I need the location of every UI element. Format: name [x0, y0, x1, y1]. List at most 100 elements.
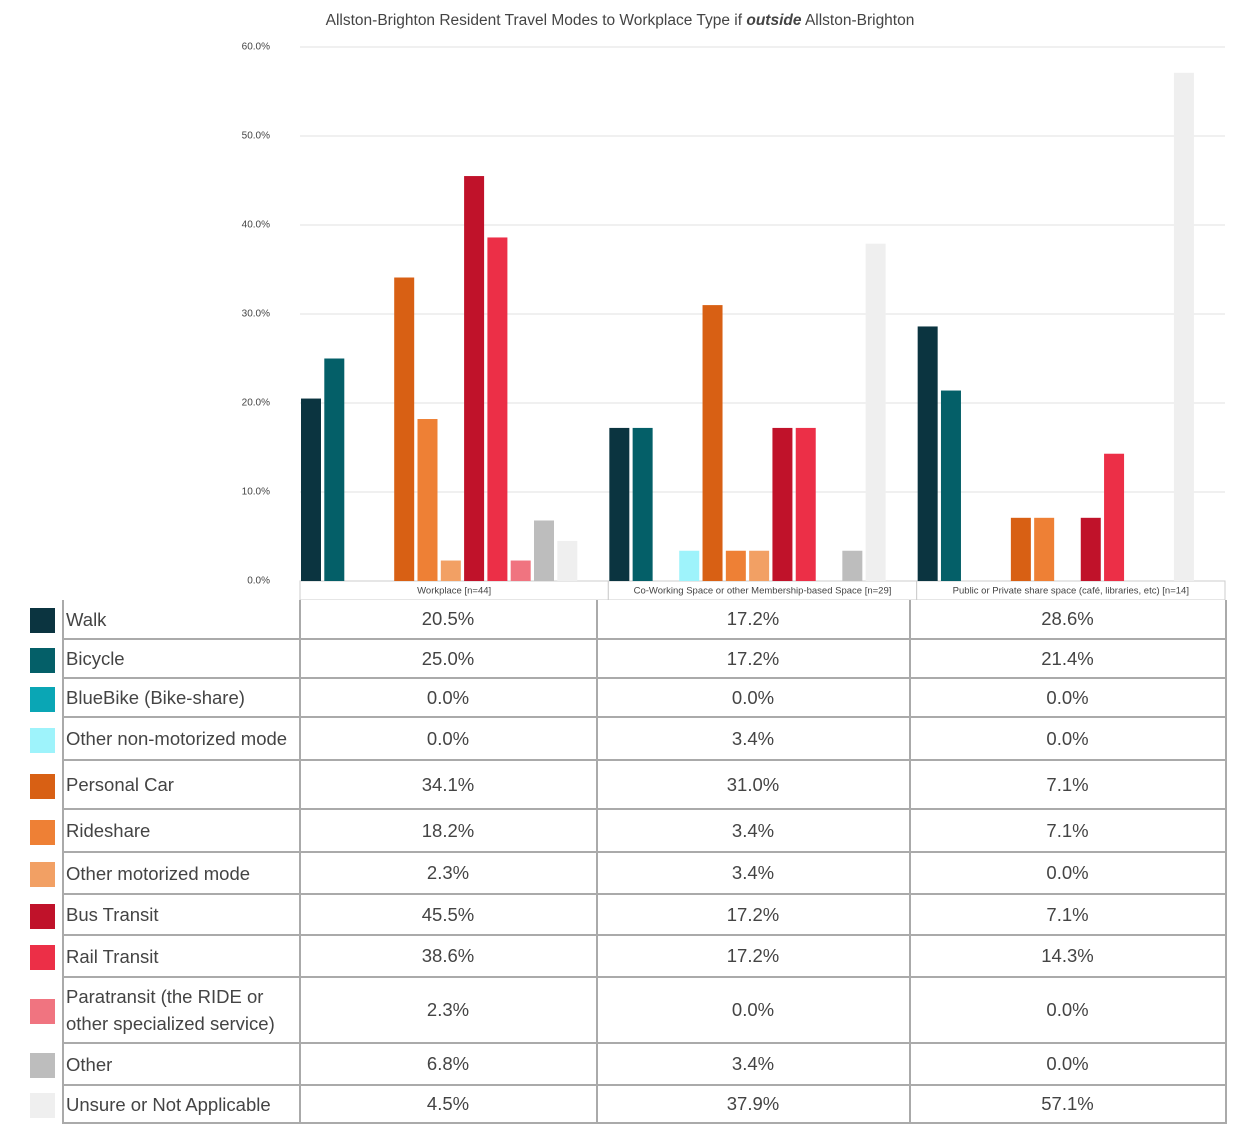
legend-label: Rail Transit: [62, 936, 301, 978]
bar: [557, 540, 578, 581]
value-label: 3.4%: [597, 1044, 911, 1086]
value-label: 0.0%: [910, 679, 1227, 718]
value-label: 0.0%: [910, 1044, 1227, 1086]
value-label: 17.2%: [597, 895, 911, 936]
y-tick-label: 0.0%: [247, 576, 270, 587]
bar: [1173, 72, 1194, 581]
bar: [301, 398, 321, 581]
title-part: Allston-Brighton Resident Travel Modes t…: [326, 12, 743, 29]
title-part: Allston-Brighton: [805, 12, 914, 29]
y-tick-label: 20.0%: [242, 398, 270, 409]
value-label: 7.1%: [910, 895, 1227, 936]
bar: [487, 237, 508, 581]
y-tick-label: 10.0%: [242, 487, 270, 498]
legend-label: Unsure or Not Applicable: [62, 1086, 301, 1124]
chart-title: Allston-Brighton Resident Travel Modes t…: [326, 12, 915, 29]
bar: [725, 550, 746, 581]
bar: [464, 176, 485, 582]
bar: [795, 427, 816, 581]
value-label: 0.0%: [300, 718, 598, 761]
value-label: 0.0%: [300, 679, 598, 718]
value-label: 7.1%: [910, 761, 1227, 810]
value-label: 0.0%: [910, 718, 1227, 761]
bar: [609, 427, 630, 581]
value-label: 17.2%: [597, 600, 911, 640]
bar: [749, 550, 770, 581]
bar: [1010, 517, 1031, 581]
legend-swatch: [30, 945, 55, 970]
legend-swatch: [30, 647, 55, 673]
legend-swatch: [30, 608, 55, 633]
legend-swatch: [30, 819, 55, 845]
value-label: 34.1%: [300, 761, 598, 810]
value-label: 20.5%: [300, 600, 598, 640]
bar: [917, 326, 938, 581]
value-label: 38.6%: [300, 936, 598, 978]
bar: [1080, 517, 1101, 581]
legend-swatch: [30, 1093, 55, 1118]
bar: [534, 520, 554, 581]
bar: [632, 427, 653, 581]
value-label: 21.4%: [910, 640, 1227, 679]
bar: [510, 560, 531, 581]
legend-label: Other motorized mode: [62, 853, 301, 895]
bar: [394, 277, 415, 581]
y-tick-label: 50.0%: [242, 131, 270, 142]
value-label: 3.4%: [597, 718, 911, 761]
value-label: 17.2%: [597, 936, 911, 978]
bar: [772, 427, 793, 581]
bar: [1034, 517, 1055, 581]
legend-label: Other non-motorized mode: [62, 718, 301, 761]
legend-label: Rideshare: [62, 810, 301, 853]
value-label: 17.2%: [597, 640, 911, 679]
legend-label: Bicycle: [62, 640, 301, 679]
value-label: 0.0%: [597, 978, 911, 1044]
legend-label: BlueBike (Bike-share): [62, 679, 301, 718]
value-label: 25.0%: [300, 640, 598, 679]
value-label: 0.0%: [910, 978, 1227, 1044]
value-label: 18.2%: [300, 810, 598, 853]
value-label: 14.3%: [910, 936, 1227, 978]
value-label: 57.1%: [910, 1086, 1227, 1124]
x-tick-label: Workplace [n=44]: [417, 586, 491, 597]
legend-swatch: [30, 686, 55, 712]
value-label: 2.3%: [300, 978, 598, 1044]
y-tick-label: 40.0%: [242, 220, 270, 231]
value-label: 28.6%: [910, 600, 1227, 640]
x-tick-label: Co-Working Space or other Membership-bas…: [634, 586, 892, 597]
title-emphasis: outside: [746, 12, 801, 29]
value-label: 31.0%: [597, 761, 911, 810]
value-label: 37.9%: [597, 1086, 911, 1124]
legend-label: Walk: [62, 600, 301, 640]
legend-label: Bus Transit: [62, 895, 301, 936]
legend-label: Paratransit (the RIDE or other specializ…: [62, 978, 301, 1044]
bar: [679, 550, 700, 581]
legend-swatch: [30, 999, 55, 1024]
value-label: 6.8%: [300, 1044, 598, 1086]
legend-swatch: [30, 862, 55, 887]
legend-swatch: [30, 1053, 55, 1078]
y-tick-label: 30.0%: [242, 309, 270, 320]
legend-swatch: [30, 903, 55, 929]
value-label: 4.5%: [300, 1086, 598, 1124]
bar: [702, 305, 723, 581]
y-tick-label: 60.0%: [242, 42, 270, 53]
value-label: 3.4%: [597, 853, 911, 895]
bar: [1104, 453, 1125, 581]
bar: [842, 550, 863, 581]
bar: [324, 358, 345, 581]
legend-swatch: [30, 773, 55, 799]
chart: Allston-Brighton Resident Travel Modes t…: [242, 12, 1226, 600]
bar: [865, 243, 886, 581]
value-label: 0.0%: [910, 853, 1227, 895]
x-tick-label: Public or Private share space (café, lib…: [953, 586, 1189, 597]
legend-label: Other: [62, 1044, 301, 1086]
value-label: 0.0%: [597, 679, 911, 718]
value-label: 3.4%: [597, 810, 911, 853]
value-label: 45.5%: [300, 895, 598, 936]
legend-label: Personal Car: [62, 761, 301, 810]
bar: [417, 419, 438, 581]
bar: [940, 390, 961, 581]
bar: [440, 560, 461, 581]
